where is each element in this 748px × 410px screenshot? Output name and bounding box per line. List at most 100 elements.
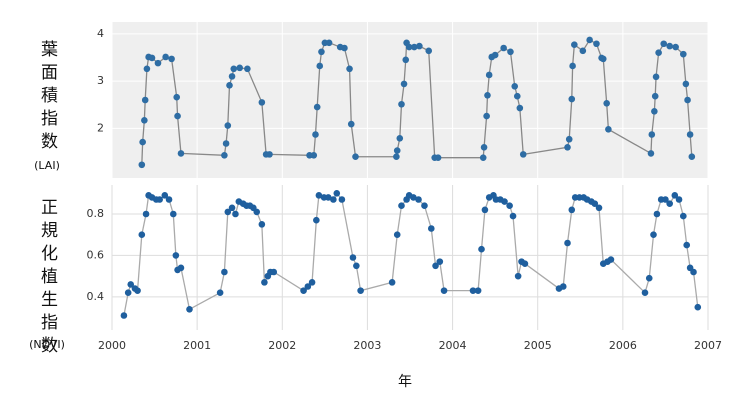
data-point xyxy=(393,153,400,161)
data-point xyxy=(491,51,499,59)
data-point xyxy=(480,143,488,151)
data-point xyxy=(672,43,679,51)
data-point xyxy=(313,216,320,224)
data-point xyxy=(660,40,668,48)
x-axis-label: 年 xyxy=(398,374,412,390)
data-point xyxy=(410,194,417,201)
data-point xyxy=(521,260,529,268)
data-point xyxy=(684,96,691,104)
data-point xyxy=(478,245,485,253)
data-point xyxy=(514,272,522,280)
data-point xyxy=(501,198,508,205)
data-point xyxy=(662,196,669,203)
data-point xyxy=(425,47,433,55)
data-point xyxy=(405,43,413,51)
data-point xyxy=(599,55,607,63)
x-tick-label: 2006 xyxy=(609,339,637,352)
y-tick-label: 0.8 xyxy=(87,207,105,220)
data-point xyxy=(353,262,360,270)
data-point xyxy=(177,150,185,157)
data-point xyxy=(236,64,244,72)
data-point xyxy=(393,231,401,239)
data-point xyxy=(509,212,517,220)
data-point xyxy=(165,196,173,203)
data-point xyxy=(232,210,239,218)
data-point xyxy=(690,268,697,276)
x-tick-label: 2003 xyxy=(353,339,381,352)
data-point xyxy=(318,48,325,56)
y-axis-label: 葉面積指数 xyxy=(37,40,58,155)
data-point xyxy=(485,71,493,79)
data-point xyxy=(141,96,149,104)
data-point xyxy=(333,189,341,197)
data-point xyxy=(605,126,612,133)
data-point xyxy=(127,281,135,288)
data-point xyxy=(168,55,175,63)
y-tick-label: 0.4 xyxy=(87,290,105,303)
data-point xyxy=(398,100,405,108)
data-point xyxy=(484,91,491,99)
data-point xyxy=(481,206,489,214)
data-point xyxy=(174,112,181,120)
data-point xyxy=(304,283,312,290)
data-point xyxy=(398,202,405,210)
data-point xyxy=(324,194,332,201)
data-point xyxy=(170,210,177,218)
data-point xyxy=(432,262,439,270)
data-point xyxy=(516,104,524,112)
x-tick-label: 2002 xyxy=(268,339,296,352)
data-point xyxy=(410,43,418,51)
y-axis-label: 正規化植生指数 xyxy=(37,198,58,359)
data-point xyxy=(571,41,578,48)
data-point xyxy=(603,100,610,107)
data-point xyxy=(402,56,410,64)
data-point xyxy=(139,138,146,146)
data-point xyxy=(565,135,573,143)
data-point xyxy=(222,140,230,147)
data-point xyxy=(216,289,224,297)
x-tick-label: 2000 xyxy=(98,339,126,352)
data-point xyxy=(683,241,691,249)
data-point xyxy=(261,279,268,286)
data-point xyxy=(641,289,649,297)
data-point xyxy=(694,303,702,311)
data-point xyxy=(655,49,662,57)
data-point xyxy=(325,39,333,47)
data-point xyxy=(400,80,408,88)
data-point xyxy=(244,65,251,73)
data-point xyxy=(221,268,228,276)
data-point xyxy=(564,143,571,151)
data-point xyxy=(469,287,477,294)
data-point xyxy=(671,192,679,199)
data-point xyxy=(172,252,180,259)
y-axis-unit: (LAI) xyxy=(34,159,60,172)
data-point xyxy=(224,122,232,129)
data-point xyxy=(682,80,690,88)
data-point xyxy=(228,73,236,80)
data-point xyxy=(686,131,694,138)
data-point xyxy=(124,289,132,297)
data-point xyxy=(568,95,576,103)
data-point xyxy=(688,153,696,161)
data-point xyxy=(506,202,513,210)
data-point xyxy=(483,112,490,120)
data-point xyxy=(648,131,656,138)
data-point xyxy=(652,73,660,81)
data-point xyxy=(586,36,593,44)
data-point xyxy=(436,258,444,265)
x-tick-label: 2005 xyxy=(524,339,552,352)
data-point xyxy=(312,131,319,138)
data-point xyxy=(338,196,346,203)
data-point xyxy=(511,82,519,90)
data-point xyxy=(253,208,261,216)
x-tick-label: 2007 xyxy=(694,339,722,352)
data-point xyxy=(221,152,228,159)
data-point xyxy=(258,99,266,106)
data-point xyxy=(357,287,364,294)
data-point xyxy=(134,287,141,294)
data-point xyxy=(680,50,687,58)
data-point xyxy=(650,231,657,239)
data-point xyxy=(141,117,148,124)
data-point xyxy=(266,151,273,158)
data-point xyxy=(161,192,169,199)
